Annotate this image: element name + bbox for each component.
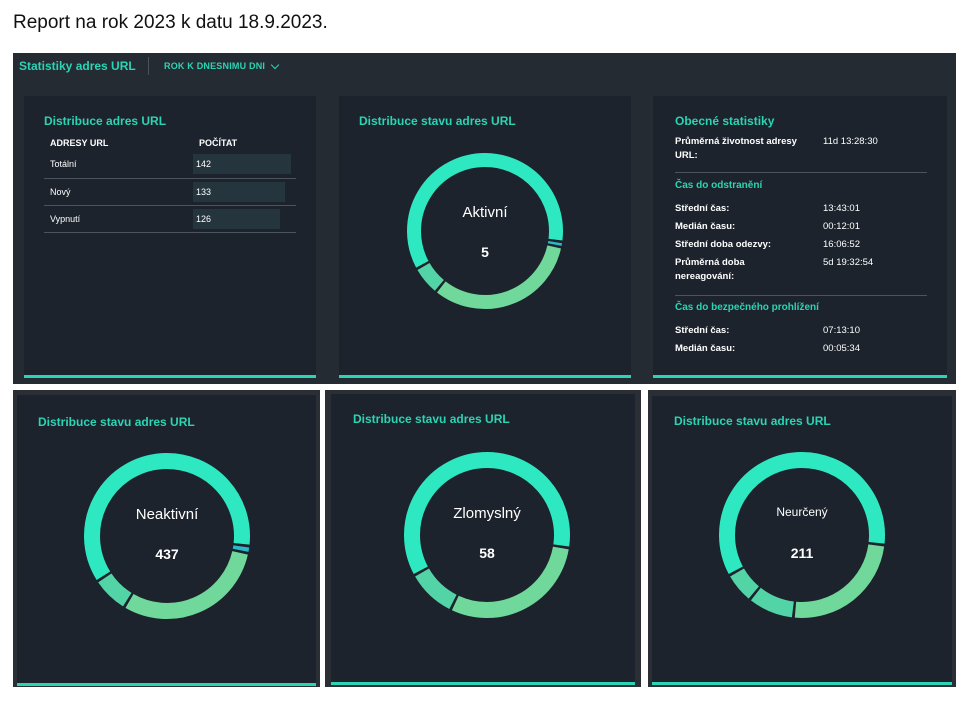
status-label: Aktivní [462, 204, 508, 221]
donut-segment[interactable] [730, 568, 760, 599]
donut-segment[interactable] [404, 452, 488, 574]
row-count: 133 [196, 186, 212, 197]
status-label: Neurčený [776, 505, 828, 519]
donut-segment[interactable] [98, 573, 132, 607]
column-header-url: ADRESY URL [50, 137, 109, 148]
panel-title: Distribuce stavu adres URL [353, 412, 510, 426]
column-header-count: POČÍTAT [199, 137, 238, 148]
donut-segment[interactable] [417, 262, 445, 291]
status-tile-inactive: Distribuce stavu adres URL Neaktivní 437 [13, 390, 320, 687]
status-distribution-panel: Distribuce stavu adres URL Aktivní 5 [339, 96, 631, 378]
status-distribution-panel: Distribuce stavu adres URL Neaktivní 437 [17, 395, 316, 686]
donut-segment[interactable] [436, 245, 561, 309]
section-title-safe-browsing: Čas do bezpečného prohlížení [675, 302, 819, 313]
row-count-cell: 142 [193, 151, 296, 179]
row-label: Vypnutí [44, 205, 193, 233]
donut-segment[interactable] [407, 153, 486, 268]
table-row: Vypnutí 126 [44, 205, 296, 233]
row-label: Nový [44, 178, 193, 206]
header-divider [148, 57, 149, 75]
chevron-down-icon [270, 60, 280, 69]
url-distribution-panel: Distribuce adres URL ADRESY URL POČÍTAT … [24, 96, 316, 378]
section-title-removal: Čas do odstranění [675, 180, 763, 191]
status-donut-chart: Neaktivní 437 [82, 451, 252, 621]
row-count: 142 [196, 159, 212, 170]
row-label: Totální [44, 151, 193, 179]
donut-segment[interactable] [125, 550, 248, 619]
dashboard-header: Statistiky adres URL ROK K DNESNIMU DNI [13, 53, 956, 81]
panel-title: Distribuce adres URL [44, 114, 167, 128]
count-bar: 133 [193, 181, 286, 202]
status-donut-chart: Zlomyslný 58 [402, 450, 572, 620]
donut-segment[interactable] [486, 452, 570, 547]
status-distribution-panel: Distribuce stavu adres URL Zlomyslný 58 [331, 394, 635, 685]
divider [675, 172, 927, 173]
table-row: Nový 133 [44, 178, 296, 206]
row-count-cell: 126 [193, 205, 296, 233]
panel-title: Distribuce stavu adres URL [674, 414, 831, 428]
status-tile-undetermined: Distribuce stavu adres URL Neurčený 211 [648, 390, 956, 687]
table-header-row: ADRESY URL POČÍTAT [44, 134, 296, 151]
stat-label: Střední čas: [675, 325, 730, 336]
donut-segment[interactable] [484, 153, 563, 241]
stat-label: Střední doba odezvy: [675, 239, 772, 250]
stat-value: 5d 19:32:54 [823, 257, 874, 268]
stat-value: 00:12:01 [823, 221, 860, 232]
dashboard: Statistiky adres URL ROK K DNESNIMU DNI … [13, 53, 956, 384]
period-filter-dropdown[interactable]: ROK K DNESNIMU DNI [164, 60, 280, 71]
status-count: 58 [479, 545, 495, 561]
dashboard-title: Statistiky adres URL [19, 59, 136, 73]
general-stats-panel: Obecné statistiky Průměrná životnost adr… [653, 96, 947, 378]
donut-svg [84, 453, 250, 619]
status-count: 5 [481, 244, 489, 260]
status-label: Zlomyslný [453, 505, 521, 522]
stat-value: 11d 13:28:30 [823, 136, 878, 147]
status-tile-malicious: Distribuce stavu adres URL Zlomyslný 58 [325, 390, 641, 687]
divider [675, 295, 927, 296]
status-count: 211 [790, 545, 814, 561]
status-donut-chart: Aktivní 5 [405, 151, 565, 311]
stat-label: Medián času: [675, 343, 736, 354]
stat-value: 16:06:52 [823, 239, 860, 250]
row-count-cell: 133 [193, 178, 296, 206]
donut-segment[interactable] [232, 545, 250, 552]
stat-label: Medián času: [675, 221, 736, 232]
status-count: 437 [155, 546, 179, 562]
stat-value: 07:13:10 [823, 325, 860, 336]
donut-segment[interactable] [451, 546, 569, 618]
period-filter-label: ROK K DNESNIMU DNI [164, 61, 266, 71]
stat-label: Průměrná doba nereagování: [675, 257, 745, 282]
donut-segment[interactable] [794, 544, 885, 618]
stat-label: Průměrná životnost adresy URL: [675, 136, 797, 161]
donut-segment[interactable] [415, 568, 457, 609]
donut-segment[interactable] [750, 587, 795, 618]
donut-segment[interactable] [801, 452, 885, 544]
url-distribution-table: ADRESY URL POČÍTAT Totální 142 Nový 133 Vypn… [44, 134, 296, 233]
stat-value: 00:05:34 [823, 343, 860, 354]
donut-svg [719, 452, 885, 618]
donut-segment[interactable] [166, 453, 250, 545]
stat-value: 13:43:01 [823, 203, 860, 214]
donut-segment[interactable] [719, 452, 803, 574]
panel-title: Distribuce stavu adres URL [359, 114, 516, 128]
row-count: 126 [196, 213, 212, 224]
donut-segment[interactable] [84, 453, 168, 580]
panel-title: Distribuce stavu adres URL [38, 415, 195, 429]
count-bar: 142 [193, 154, 291, 175]
table-row: Totální 142 [44, 151, 296, 179]
count-bar: 126 [193, 208, 281, 229]
stat-label: Střední čas: [675, 203, 730, 214]
status-distribution-panel: Distribuce stavu adres URL Neurčený 211 [652, 396, 952, 685]
panel-title: Obecné statistiky [675, 114, 775, 128]
donut-svg [404, 452, 570, 618]
report-title: Report na rok 2023 k datu 18.9.2023. [13, 12, 328, 33]
status-donut-chart: Neurčený 211 [717, 450, 887, 620]
status-label: Neaktivní [135, 506, 199, 523]
donut-svg [407, 153, 563, 309]
